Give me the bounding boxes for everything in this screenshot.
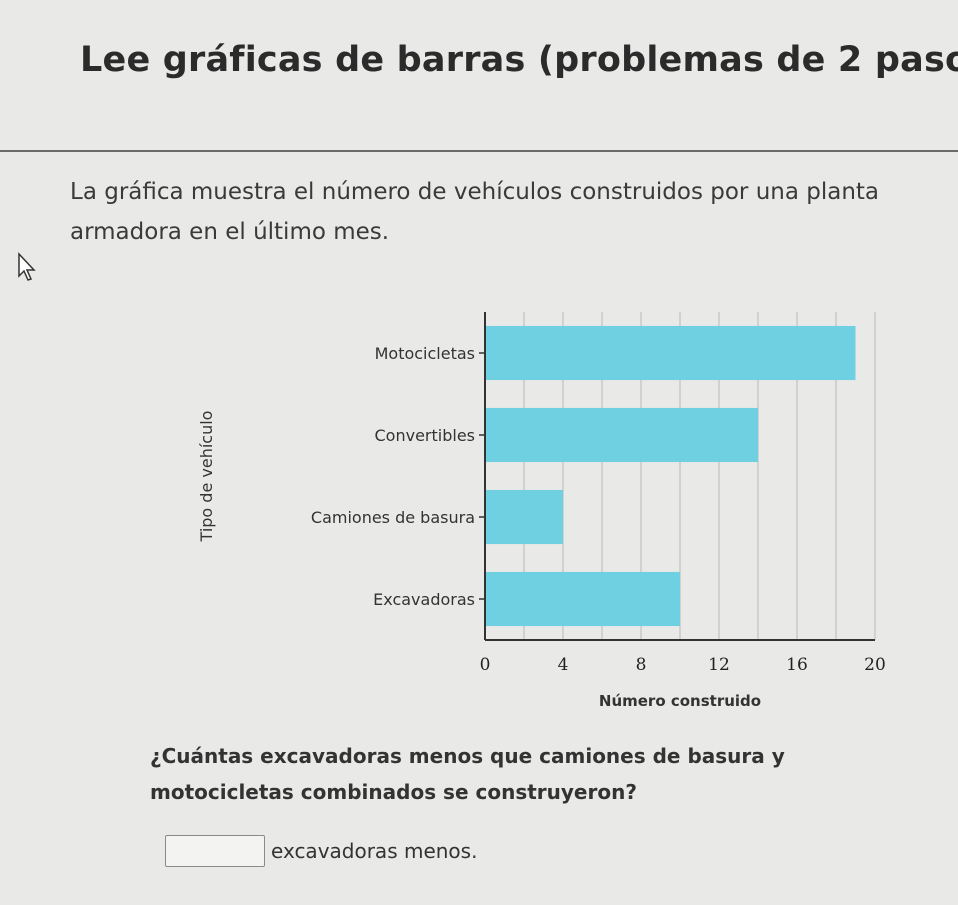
x-axis-title: Número construido <box>599 692 761 710</box>
problem-intro: La gráfica muestra el número de vehículo… <box>70 179 880 245</box>
x-tick-label: 12 <box>708 655 730 675</box>
bar <box>485 407 758 463</box>
answer-suffix: excavadoras menos. <box>271 839 478 863</box>
mouse-cursor-icon <box>18 252 36 281</box>
bar <box>485 571 680 627</box>
bar <box>485 489 563 545</box>
category-label: Excavadoras <box>373 590 475 609</box>
x-tick-label: 16 <box>786 655 808 675</box>
x-tick-label: 8 <box>636 655 647 675</box>
y-axis-title: Tipo de vehículo <box>197 411 216 543</box>
category-label: Motocicletas <box>375 344 475 363</box>
question-text: ¿Cuántas excavadoras menos que camiones … <box>150 744 785 804</box>
category-label: Convertibles <box>375 426 476 445</box>
title-divider <box>0 150 958 152</box>
answer-input[interactable] <box>165 835 265 867</box>
bar <box>485 325 856 381</box>
x-tick-label: 4 <box>558 655 569 675</box>
answer-row: excavadoras menos. <box>165 835 477 867</box>
x-tick-label: 0 <box>480 655 491 675</box>
page-title: Lee gráficas de barras (problemas de 2 p… <box>80 40 958 80</box>
x-tick-label: 20 <box>864 655 886 675</box>
bar-chart: Motocicletas Convertibles Camiones de basu… <box>197 312 886 710</box>
category-label: Camiones de basura <box>311 508 475 527</box>
